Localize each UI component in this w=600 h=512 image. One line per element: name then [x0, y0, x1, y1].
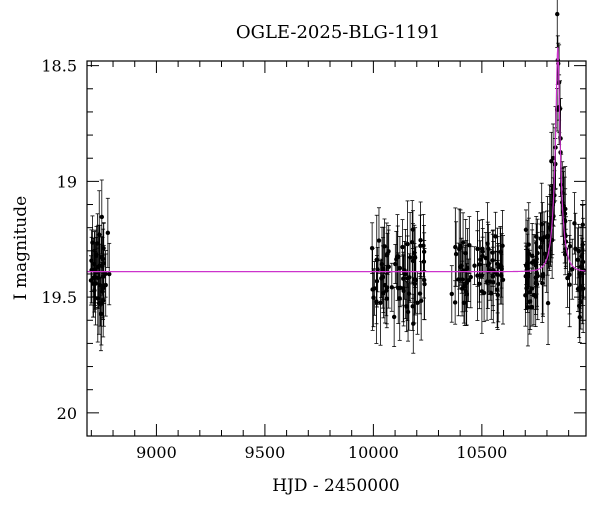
chart-title: OGLE-2025-BLG-1191 — [236, 22, 440, 43]
y-tick-label: 19.5 — [41, 288, 77, 307]
data-point — [458, 209, 463, 283]
axis-ticks: 9000 9500 10000 10500 18.5 19 19.5 20 — [41, 57, 586, 462]
x-tick-label: 10500 — [456, 443, 507, 462]
data-point — [565, 248, 570, 308]
data-point — [498, 227, 503, 277]
y-tick-label: 20 — [57, 404, 77, 423]
data-point — [405, 282, 411, 342]
data-point — [456, 242, 461, 317]
data-point — [527, 249, 532, 335]
data-point — [376, 207, 382, 274]
data-point — [413, 246, 418, 314]
data-point — [490, 246, 496, 307]
data-point — [494, 251, 500, 328]
data-point — [97, 224, 103, 307]
data-point — [391, 286, 397, 347]
data-point — [481, 263, 487, 323]
data-point — [371, 268, 376, 328]
data-point — [374, 255, 380, 308]
data-point — [398, 268, 403, 308]
data-point — [421, 214, 426, 278]
data-point — [472, 246, 477, 285]
data-point — [384, 265, 389, 317]
x-axis-label: HJD - 2450000 — [272, 476, 400, 496]
data-point — [526, 217, 532, 290]
data-point — [100, 228, 106, 290]
data-point — [369, 222, 375, 274]
data-point — [105, 197, 111, 268]
data-point — [500, 210, 505, 282]
data-point — [400, 219, 405, 275]
data-point — [525, 268, 531, 347]
data-point — [407, 253, 412, 302]
data-point — [96, 271, 102, 335]
y-tick-label: 19 — [57, 172, 77, 191]
data-point — [531, 234, 536, 289]
data-point — [575, 227, 580, 293]
y-tick-label: 18.5 — [41, 57, 77, 76]
data-point — [496, 245, 501, 323]
data-point — [452, 280, 458, 325]
data-points — [88, 0, 586, 354]
data-point — [422, 248, 427, 321]
data-point — [382, 218, 387, 275]
x-tick-label: 9000 — [136, 443, 177, 462]
plot-frame — [86, 60, 587, 437]
data-point — [453, 207, 458, 287]
data-point — [94, 236, 99, 275]
data-point — [533, 266, 538, 328]
data-point — [549, 131, 554, 191]
data-point — [570, 238, 575, 300]
data-point — [453, 221, 459, 287]
data-point — [466, 258, 471, 302]
data-point — [540, 238, 545, 315]
data-point — [107, 242, 112, 306]
data-point — [535, 231, 540, 321]
data-point — [92, 231, 97, 297]
data-point — [475, 230, 480, 321]
data-point — [542, 221, 548, 287]
data-point — [555, 0, 560, 48]
data-point — [572, 192, 577, 255]
data-point — [385, 232, 390, 275]
data-point — [528, 272, 533, 330]
data-point — [410, 200, 415, 285]
data-point — [545, 210, 550, 264]
data-point — [380, 245, 386, 309]
data-point — [449, 265, 454, 323]
data-point — [580, 200, 585, 250]
data-point — [495, 236, 500, 314]
data-point — [567, 235, 572, 315]
data-point — [477, 219, 482, 310]
data-point — [523, 242, 528, 310]
data-point — [484, 242, 490, 321]
model-curve — [87, 47, 587, 273]
x-tick-label: 9500 — [245, 443, 286, 462]
data-point — [418, 214, 423, 277]
y-axis-label: I magnitude — [11, 196, 31, 300]
data-point — [418, 261, 424, 341]
data-point — [393, 244, 398, 284]
data-point — [370, 248, 375, 331]
data-point — [480, 219, 485, 279]
data-point — [577, 247, 583, 300]
x-tick-label: 10000 — [348, 443, 399, 462]
data-point — [533, 216, 539, 258]
data-point — [467, 216, 472, 275]
